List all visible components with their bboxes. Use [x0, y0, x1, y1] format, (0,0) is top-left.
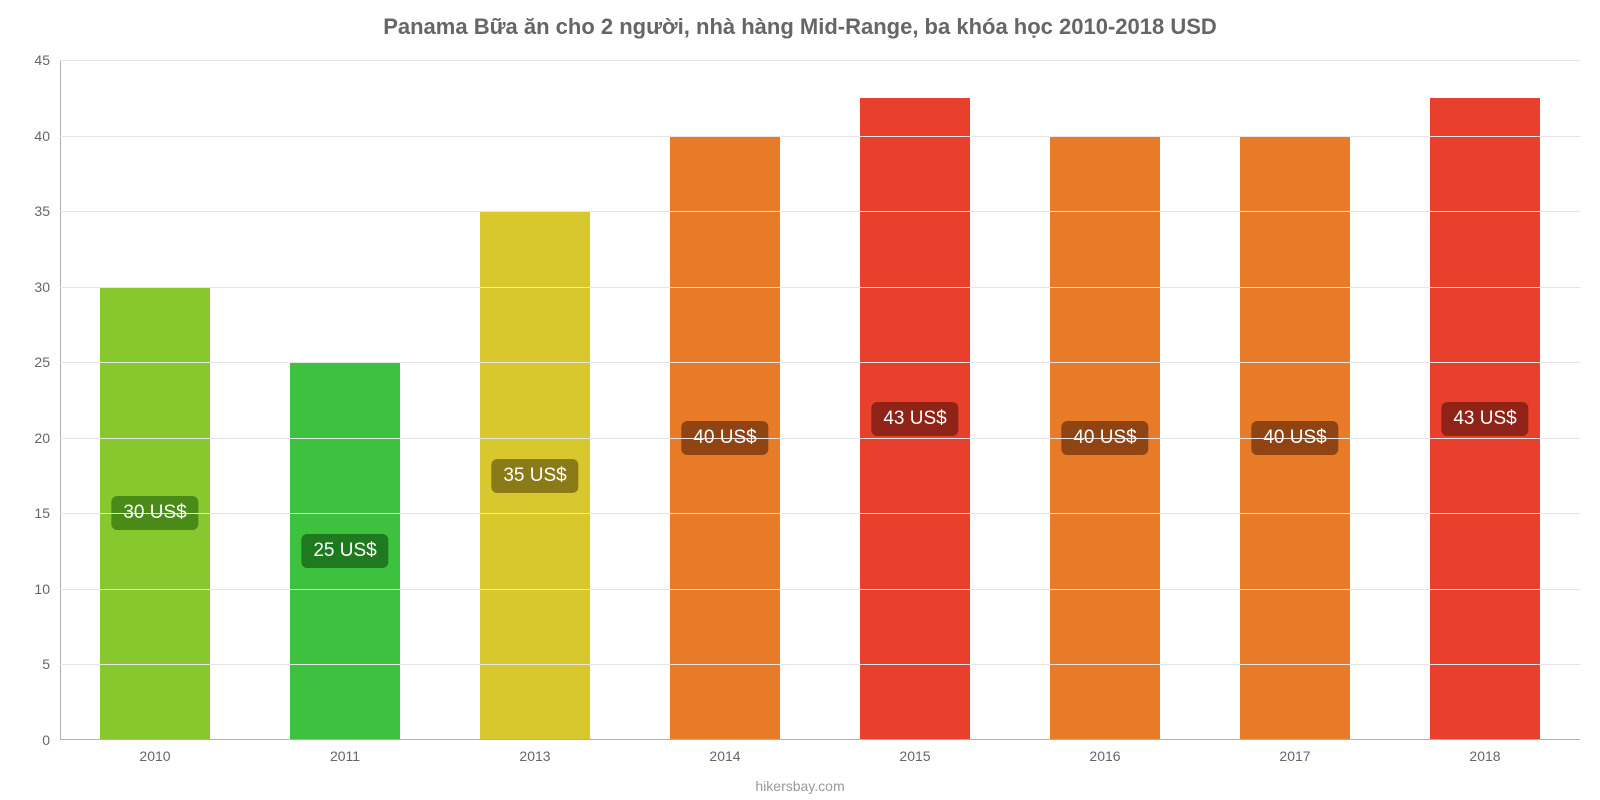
chart-container: Panama Bữa ăn cho 2 người, nhà hàng Mid-…	[0, 0, 1600, 800]
x-axis-line	[60, 739, 1580, 740]
y-tick-label: 45	[10, 52, 50, 68]
y-tick-label: 40	[10, 128, 50, 144]
x-tick-label: 2015	[899, 740, 930, 764]
y-tick-label: 15	[10, 505, 50, 521]
y-tick-label: 0	[10, 732, 50, 748]
bar-slot: 30 US$2010	[60, 60, 250, 740]
bar-slot: 40 US$2016	[1010, 60, 1200, 740]
bar-value-label: 43 US$	[1441, 402, 1528, 436]
gridline	[60, 211, 1580, 212]
bar-slot: 43 US$2018	[1390, 60, 1580, 740]
gridline	[60, 513, 1580, 514]
x-tick-label: 2011	[330, 740, 360, 764]
x-tick-label: 2010	[139, 740, 170, 764]
x-tick-label: 2014	[709, 740, 740, 764]
plot-area: 30 US$201025 US$201135 US$201340 US$2014…	[60, 60, 1580, 740]
bar-slot: 25 US$2011	[250, 60, 440, 740]
bar-slot: 40 US$2017	[1200, 60, 1390, 740]
chart-title: Panama Bữa ăn cho 2 người, nhà hàng Mid-…	[0, 0, 1600, 40]
x-tick-label: 2016	[1089, 740, 1120, 764]
bar-value-label: 35 US$	[491, 459, 578, 493]
bars-layer: 30 US$201025 US$201135 US$201340 US$2014…	[60, 60, 1580, 740]
gridline	[60, 136, 1580, 137]
bar-slot: 40 US$2014	[630, 60, 820, 740]
y-axis-line	[60, 60, 61, 740]
chart-footer: hikersbay.com	[0, 778, 1600, 794]
bar-slot: 43 US$2015	[820, 60, 1010, 740]
bar-value-label: 25 US$	[301, 534, 388, 568]
x-tick-label: 2018	[1469, 740, 1500, 764]
gridline	[60, 664, 1580, 665]
y-tick-label: 25	[10, 354, 50, 370]
gridline	[60, 287, 1580, 288]
y-tick-label: 20	[10, 430, 50, 446]
y-tick-label: 30	[10, 279, 50, 295]
gridline	[60, 60, 1580, 61]
gridline	[60, 438, 1580, 439]
bar-slot: 35 US$2013	[440, 60, 630, 740]
bar-value-label: 43 US$	[871, 402, 958, 436]
y-tick-label: 5	[10, 656, 50, 672]
y-tick-label: 35	[10, 203, 50, 219]
gridline	[60, 589, 1580, 590]
x-tick-label: 2013	[519, 740, 550, 764]
gridline	[60, 362, 1580, 363]
y-tick-label: 10	[10, 581, 50, 597]
x-tick-label: 2017	[1279, 740, 1310, 764]
